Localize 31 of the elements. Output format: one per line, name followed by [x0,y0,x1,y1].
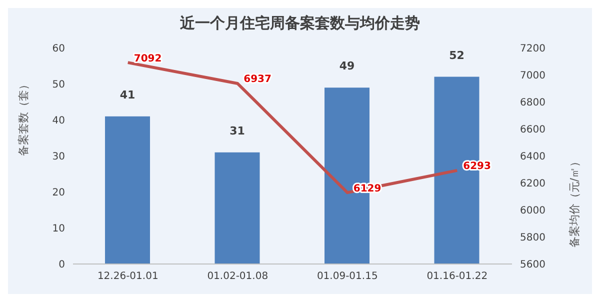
y2-tick-label: 7000 [520,70,546,82]
y-tick-label: 20 [52,188,65,199]
y2-tick-label: 7200 [520,44,546,55]
data-label: 41 [120,88,136,102]
x-tick-label: 01.02-01.08 [207,271,268,282]
x-tick-label: 01.16-01.22 [426,271,488,282]
y-tick-label: 30 [52,152,65,163]
y2-tick-label: 6600 [520,124,546,136]
data-label: 6937 [244,74,272,86]
y2-tick-label: 6800 [520,98,546,109]
y2-axis-title: 备案均价（元/㎡） [568,156,581,248]
data-label: 7092 [134,53,162,64]
data-label: 49 [339,60,355,73]
y2-tick-label: 5600 [520,260,546,271]
y-tick-label: 0 [58,260,65,271]
chart-title: 近一个月住宅周备案套数与均价走势 [179,13,421,34]
y2-tick-label: 6200 [520,178,546,190]
data-label: 31 [230,124,245,138]
x-tick-label: 01.09-01.15 [316,271,378,282]
y2-tick-label: 5800 [520,232,546,244]
y2-tick-label: 6000 [520,206,546,217]
y2-tick-label: 6400 [520,152,546,163]
x-tick-label: 12.26-01.01 [97,271,158,282]
bar [214,152,260,264]
y-tick-label: 50 [52,80,65,91]
data-label: 52 [449,48,464,62]
y-axis-title: 备案套数（套） [16,79,30,156]
y-tick-label: 40 [52,116,65,127]
y-tick-label: 10 [52,224,65,235]
bar [105,116,150,264]
y-tick-label: 60 [52,44,65,55]
